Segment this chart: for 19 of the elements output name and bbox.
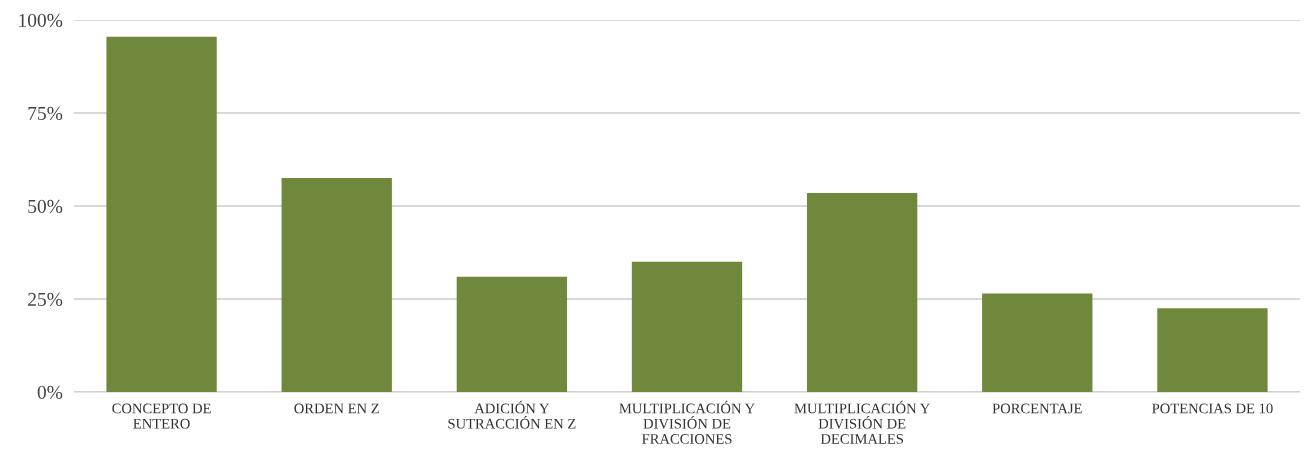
x-tick-label: ADICIÓN Y SUTRACCIÓN EN Z — [448, 400, 576, 429]
bar — [1157, 308, 1268, 392]
bar — [106, 36, 217, 392]
y-tick-label: 100% — [19, 13, 63, 27]
bar — [982, 293, 1093, 392]
x-tick-label: MULTIPLICACIÓN Y DIVISIÓN DE DECIMALES — [794, 400, 930, 444]
bar — [806, 192, 918, 392]
bar — [456, 276, 568, 392]
bar — [281, 178, 392, 392]
y-tick-label: 75% — [28, 106, 63, 120]
x-tick-label: ORDEN EN Z — [294, 403, 379, 414]
y-tick-label: 25% — [28, 292, 63, 306]
x-tick-label: PORCENTAJE — [992, 403, 1082, 414]
x-tick-label: POTENCIAS DE 10 — [1152, 403, 1273, 414]
y-tick-label: 50% — [28, 199, 63, 213]
x-tick-label: MULTIPLICACIÓN Y DIVISIÓN DE FRACCIONES — [619, 400, 755, 444]
bar — [631, 261, 743, 392]
y-tick-label: 0% — [37, 385, 63, 399]
x-tick-label: CONCEPTO DE ENTERO — [112, 403, 211, 429]
